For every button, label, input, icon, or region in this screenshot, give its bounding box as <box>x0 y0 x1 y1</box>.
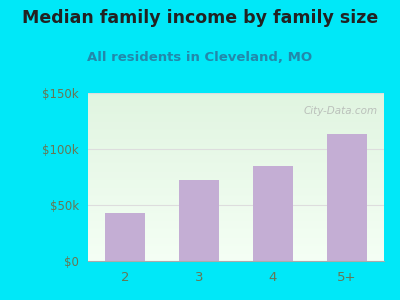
Bar <box>327 134 367 261</box>
Text: All residents in Cleveland, MO: All residents in Cleveland, MO <box>88 51 312 64</box>
Text: Median family income by family size: Median family income by family size <box>22 9 378 27</box>
Bar <box>179 180 219 261</box>
Bar <box>105 213 145 261</box>
Bar <box>253 166 293 261</box>
Text: City-Data.com: City-Data.com <box>304 106 378 116</box>
